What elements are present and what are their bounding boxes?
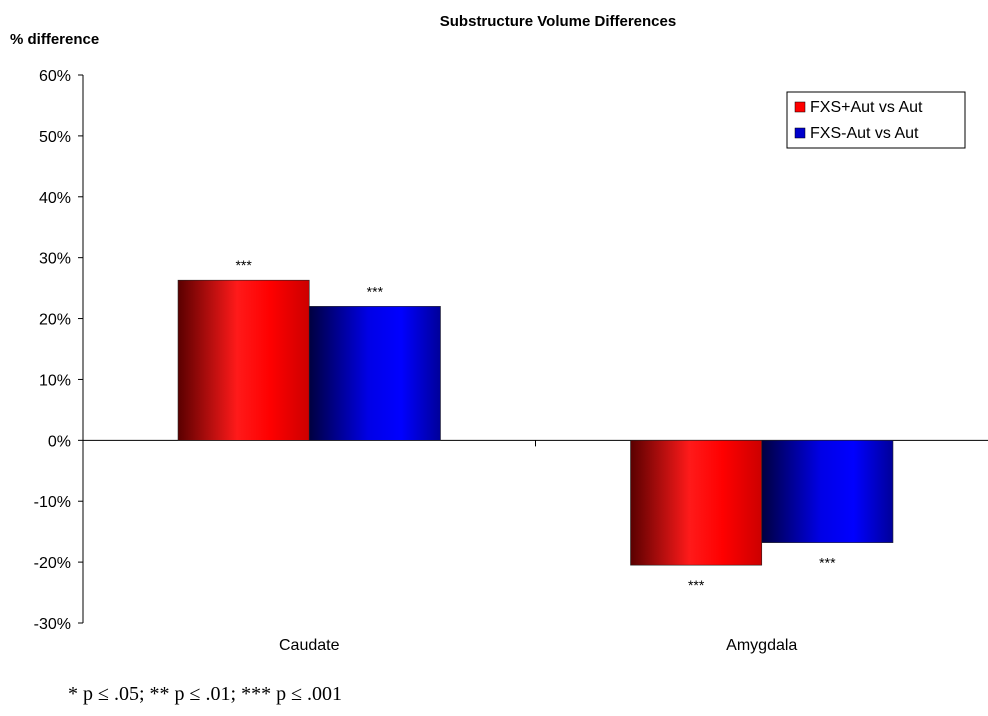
x-tick-label-amygdala: Amygdala [726, 637, 797, 654]
y-tick-label: 60% [39, 68, 71, 85]
bar-fxs-plus-aut-vs-aut-caudate [177, 279, 310, 441]
y-tick-label: 30% [39, 251, 71, 268]
legend-box [786, 91, 966, 149]
legend-label-fxs-plus-aut: FXS+Aut vs Aut [810, 99, 923, 116]
significance-label-fxs-aut-vs-aut-amygdala: *** [819, 555, 836, 571]
footnote: * p ≤ .05; ** p ≤ .01; *** p ≤ .001 [68, 683, 342, 705]
significance-label-fxs-plus-aut-vs-aut-amygdala: *** [688, 577, 705, 593]
y-tick-label: 40% [39, 190, 71, 207]
y-tick-label: 50% [39, 129, 71, 146]
bar-fxs-aut-vs-aut-caudate [308, 306, 441, 441]
legend-label-fxs-minus-aut: FXS-Aut vs Aut [810, 125, 919, 142]
bar-fxs-plus-aut-vs-aut-amygdala [630, 440, 763, 566]
significance-label-fxs-aut-vs-aut-caudate: *** [367, 283, 384, 299]
legend-swatch-fxs-plus-aut [794, 101, 806, 113]
significance-label-fxs-plus-aut-vs-aut-caudate: *** [235, 257, 252, 273]
y-axis-label: % difference [10, 31, 99, 48]
y-tick-label: 10% [39, 372, 71, 389]
axes: -30% -20% -10% 0% 10% 20% 30% 40% 50% 60% Caudate A… [34, 68, 988, 654]
legend-swatch-fxs-minus-aut [794, 127, 806, 139]
y-tick-label: -10% [34, 494, 71, 511]
y-tick-label: 0% [48, 433, 71, 450]
y-tick-label: -30% [34, 616, 71, 633]
chart-title: Substructure Volume Differences [440, 13, 676, 30]
data-labels: *** *** *** *** [235, 257, 836, 593]
legend: FXS+Aut vs Aut FXS-Aut vs Aut [786, 91, 966, 149]
y-tick-label: -20% [34, 555, 71, 572]
y-tick-label: 20% [39, 312, 71, 329]
bars [177, 279, 894, 566]
bar-fxs-aut-vs-aut-amygdala [761, 440, 894, 543]
x-tick-label-caudate: Caudate [279, 637, 340, 654]
